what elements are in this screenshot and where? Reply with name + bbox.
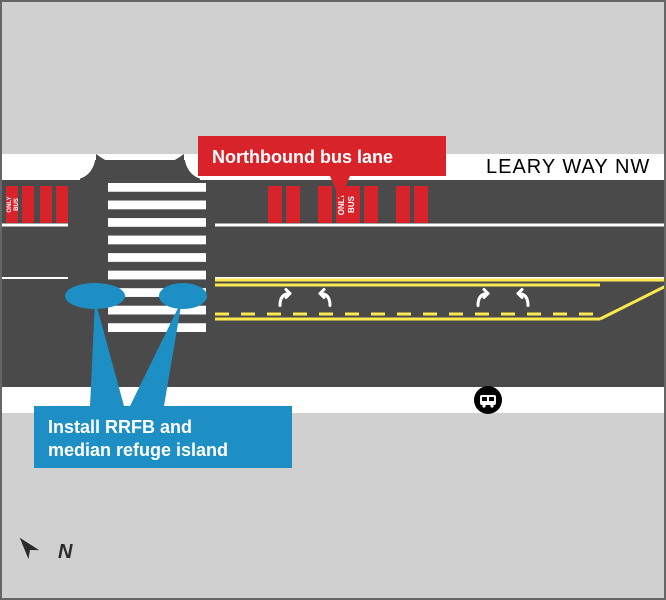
callout-red-text: Northbound bus lane — [212, 147, 393, 167]
callout-blue-line1: Install RRFB and — [48, 417, 192, 437]
street-name-label: LEARY WAY NW — [486, 156, 650, 179]
svg-text:BUS: BUS — [347, 195, 356, 213]
callout-northbound-bus-lane: Northbound bus lane — [198, 136, 446, 176]
street-name-text: LEARY WAY NW — [486, 156, 650, 178]
svg-text:BUS: BUS — [14, 198, 20, 211]
road-diagram: ONLYBUSONLYBUSN — [0, 0, 666, 600]
svg-text:ONLY: ONLY — [337, 193, 346, 215]
callout-blue-line2: median refuge island — [48, 440, 228, 460]
callout-rrfb-refuge: Install RRFB and median refuge island — [34, 406, 292, 468]
svg-text:N: N — [58, 541, 73, 563]
svg-text:ONLY: ONLY — [7, 196, 13, 212]
